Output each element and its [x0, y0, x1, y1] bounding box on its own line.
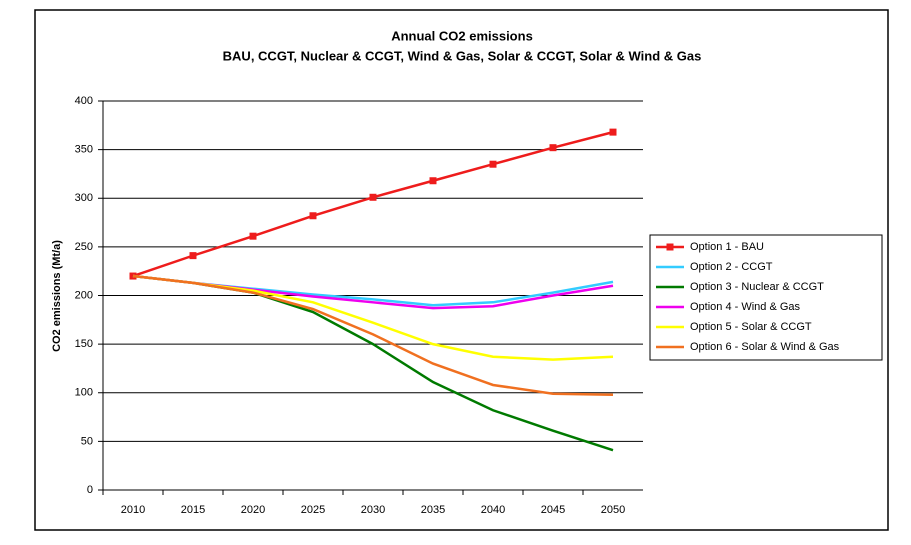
series-marker: [489, 160, 497, 168]
x-tick-label: 2045: [541, 504, 565, 516]
x-tick-label: 2020: [241, 504, 265, 516]
y-tick-label: 0: [87, 484, 93, 496]
legend-label: Option 6 - Solar & Wind & Gas: [690, 341, 840, 353]
y-tick-label: 100: [75, 387, 93, 399]
x-tick-label: 2025: [301, 504, 325, 516]
series-marker: [189, 252, 197, 260]
x-tick-label: 2035: [421, 504, 445, 516]
y-tick-label: 400: [75, 95, 93, 107]
series-marker: [369, 193, 377, 201]
x-tick-label: 2010: [121, 504, 145, 516]
x-tick-label: 2030: [361, 504, 385, 516]
x-tick-label: 2040: [481, 504, 505, 516]
legend-label: Option 3 - Nuclear & CCGT: [690, 281, 824, 293]
y-tick-label: 300: [75, 192, 93, 204]
legend-label: Option 5 - Solar & CCGT: [690, 321, 812, 333]
series-marker: [309, 212, 317, 220]
series-line: [132, 274, 614, 396]
y-tick-label: 150: [75, 338, 93, 350]
legend-label: Option 4 - Wind & Gas: [690, 301, 801, 313]
series-marker: [549, 144, 557, 152]
series-marker: [429, 177, 437, 185]
legend-box: [649, 234, 883, 361]
legend-label: Option 2 - CCGT: [690, 261, 773, 273]
x-tick-label: 2050: [601, 504, 625, 516]
y-tick-label: 50: [81, 435, 93, 447]
y-tick-label: 350: [75, 144, 93, 156]
series-marker: [609, 128, 617, 136]
chart-title: Annual CO2 emissions: [391, 28, 533, 43]
legend-label: Option 1 - BAU: [690, 241, 764, 253]
x-tick-label: 2015: [181, 504, 205, 516]
series-marker: [249, 232, 257, 240]
chart-subtitle: BAU, CCGT, Nuclear & CCGT, Wind & Gas, S…: [223, 48, 702, 63]
y-axis-label: CO2 emissions (Mt/a): [51, 240, 63, 352]
y-tick-label: 200: [75, 289, 93, 301]
y-tick-label: 250: [75, 241, 93, 253]
legend-marker: [666, 243, 674, 251]
